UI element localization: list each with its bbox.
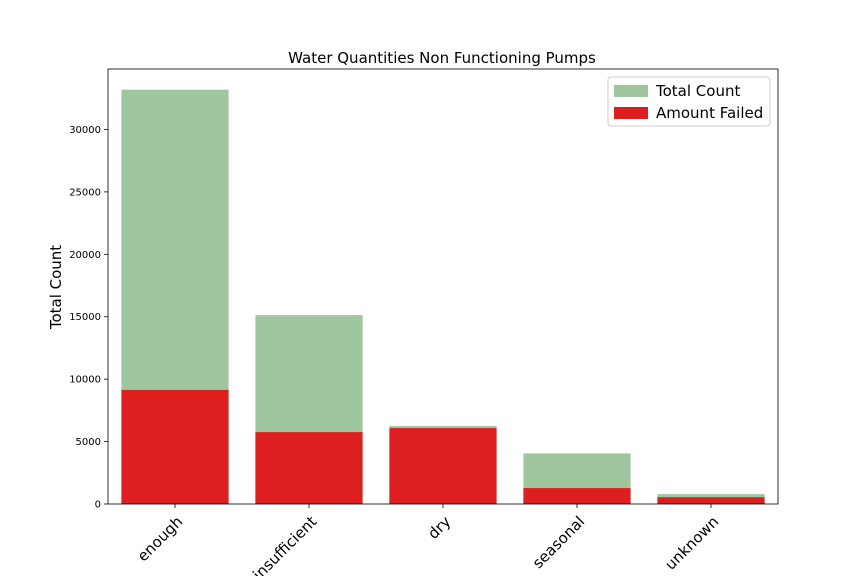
y-axis-label: Total Count bbox=[47, 245, 65, 330]
y-tick-label: 30000 bbox=[69, 125, 101, 136]
y-tick-label: 20000 bbox=[69, 250, 101, 261]
legend-box bbox=[607, 76, 771, 127]
legend-swatch-0 bbox=[614, 85, 648, 97]
y-tick-label: 0 bbox=[95, 500, 101, 511]
x-tick-label-insufficient: insufficient bbox=[249, 513, 320, 576]
legend-label-0: Total Count bbox=[655, 82, 740, 100]
y-tick-label: 10000 bbox=[69, 375, 101, 386]
x-tick-label-dry: dry bbox=[424, 513, 454, 543]
y-tick-label: 5000 bbox=[76, 437, 101, 448]
bar-failed-enough bbox=[121, 389, 229, 504]
y-tick-label: 25000 bbox=[69, 187, 101, 198]
legend-swatch-1 bbox=[614, 107, 648, 119]
y-tick-label: 15000 bbox=[69, 312, 101, 323]
chart-title: Water Quantities Non Functioning Pumps bbox=[288, 49, 596, 67]
bars-group bbox=[121, 89, 765, 504]
bar-failed-insufficient bbox=[255, 432, 363, 504]
bar-failed-unknown bbox=[657, 497, 765, 504]
x-tick-label-enough: enough bbox=[134, 513, 187, 566]
legend[interactable]: Total Count Amount Failed bbox=[607, 76, 771, 127]
x-tick-label-seasonal: seasonal bbox=[529, 513, 588, 572]
legend-label-1: Amount Failed bbox=[656, 104, 763, 122]
bar-failed-seasonal bbox=[523, 488, 631, 504]
bar-failed-dry bbox=[389, 428, 497, 504]
x-tick-label-unknown: unknown bbox=[661, 513, 722, 574]
